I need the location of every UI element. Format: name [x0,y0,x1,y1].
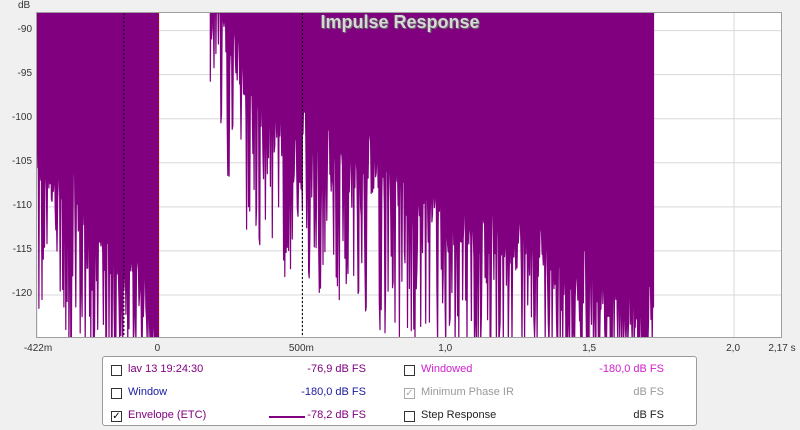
windowed-checkbox[interactable] [404,365,415,376]
legend-value: -78,2 dB FS [307,409,366,421]
x-tick-label: 2,17 s [768,343,796,354]
legend-row-minimum-phase[interactable]: ✓ Minimum Phase IR dB FS [404,386,664,402]
x-tick-label: -422m [23,343,53,354]
legend-value: -180,0 dB FS [301,386,366,398]
measurement-checkbox[interactable] [111,365,122,376]
y-tick-label: -105 [11,155,32,167]
y-tick-label: -120 [11,287,32,299]
y-tick-label: -110 [12,199,32,211]
legend-value: -180,0 dB FS [599,363,664,375]
envelope-series [301,13,655,337]
y-axis-unit: dB [18,0,31,11]
step-response-checkbox[interactable] [404,411,415,422]
x-tick-label: 500m [288,343,314,354]
legend-label: Minimum Phase IR [421,386,514,398]
x-tick-label: 0 [154,343,161,354]
y-tick-label: -100 [11,111,32,123]
minimum-phase-checkbox[interactable]: ✓ [404,388,415,399]
legend-value: -76,9 dB FS [307,363,366,375]
legend-label: Step Response [421,409,497,421]
envelope-series [37,13,160,337]
legend-label: Windowed [421,363,473,375]
legend-row-window[interactable]: Window -180,0 dB FS [111,386,401,402]
window-checkbox[interactable] [111,388,122,399]
y-tick-label: -115 [12,243,32,255]
y-tick-label: -95 [17,67,32,79]
legend-row-windowed[interactable]: Windowed -180,0 dB FS [404,363,664,379]
legend-row-envelope[interactable]: ✓ Envelope (ETC) -78,2 dB FS [111,409,401,425]
envelope-series [209,13,303,278]
plot-svg [37,13,781,337]
x-tick-label: 1,0 [438,343,453,354]
legend-row-step-response[interactable]: Step Response dB FS [404,409,664,425]
legend-row-measurement[interactable]: lav 13 19:24:30 -76,9 dB FS [111,363,401,379]
legend-value: dB FS [633,409,664,421]
envelope-checkbox[interactable]: ✓ [111,411,122,422]
x-tick-label: 2,0 [726,343,741,354]
y-tick-label: -90 [17,23,32,35]
legend-label: Window [128,386,168,398]
legend-label: lav 13 19:24:30 [128,363,204,375]
x-tick-label: 1,5 [582,343,597,354]
legend-panel: lav 13 19:24:30 -76,9 dB FS Window -180,… [102,356,697,426]
legend-value: dB FS [633,386,664,398]
legend-label: Envelope (ETC) [128,409,207,421]
envelope-swatch [269,416,305,418]
impulse-response-plot[interactable] [36,12,782,338]
